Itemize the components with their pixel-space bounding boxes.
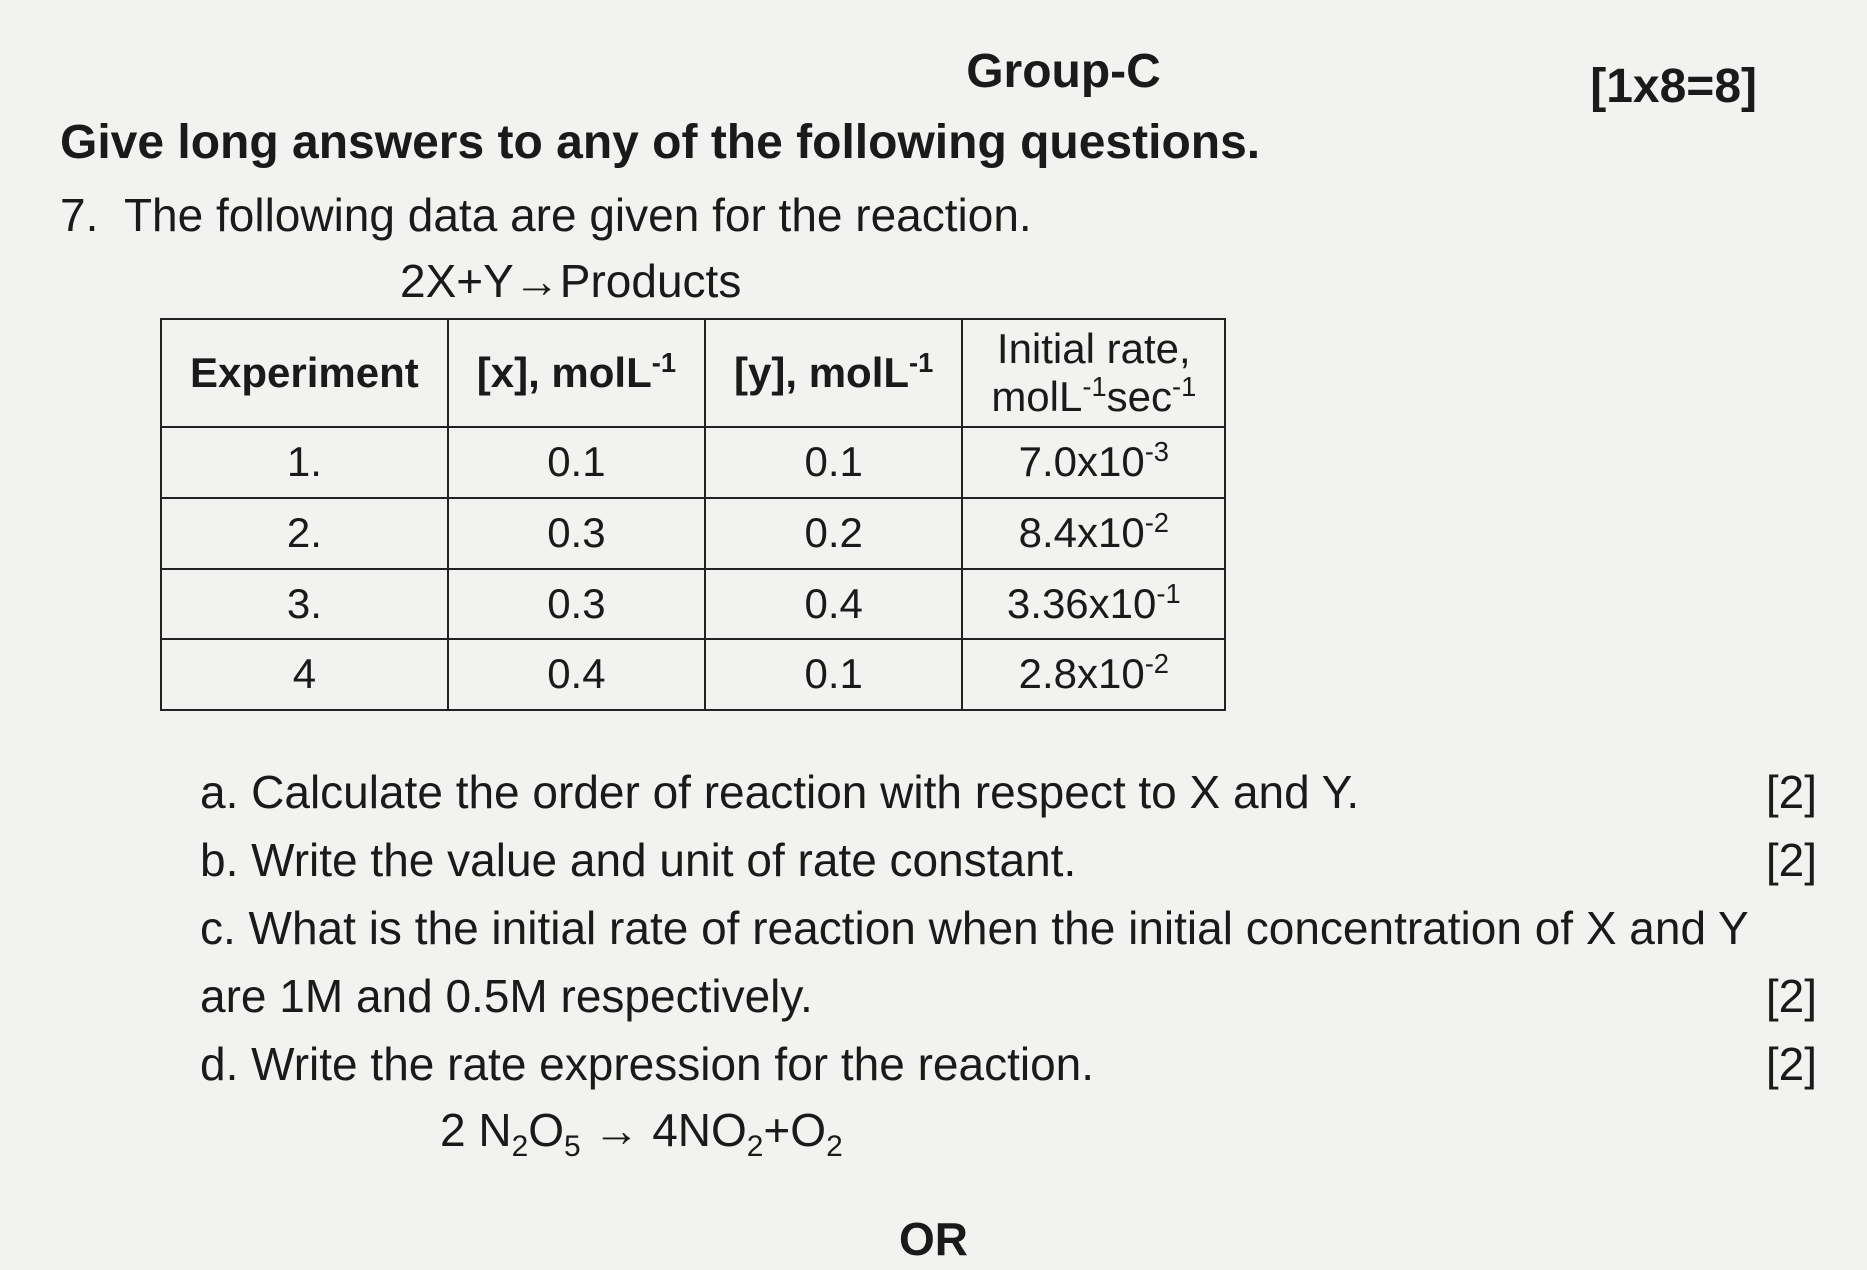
- cell-rate: 2.8x10-2: [962, 639, 1225, 710]
- subq-d-equation: 2 N2O5 → 4NO2+O2: [440, 1099, 1807, 1168]
- cell-y: 0.4: [705, 569, 962, 640]
- cell-y: 0.1: [705, 639, 962, 710]
- col-rate-unit-b: sec: [1107, 373, 1172, 420]
- eq-p1: 2 N: [440, 1104, 512, 1156]
- cell-exp: 4: [161, 639, 448, 710]
- rate-mantissa: 3.36x10: [1007, 580, 1156, 627]
- col-rate: Initial rate, molL-1sec-1: [962, 319, 1225, 427]
- cell-x: 0.1: [448, 427, 705, 498]
- cell-y: 0.1: [705, 427, 962, 498]
- col-x: [x], molL-1: [448, 319, 705, 427]
- rate-mantissa: 2.8x10: [1019, 650, 1145, 697]
- table-row: 1. 0.1 0.1 7.0x10-3: [161, 427, 1225, 498]
- cell-rate: 7.0x10-3: [962, 427, 1225, 498]
- exam-page: Group-C [1x8=8] Give long answers to any…: [0, 0, 1867, 1200]
- eq-p3-sub: 2: [747, 1131, 764, 1164]
- table-row: 3. 0.3 0.4 3.36x10-1: [161, 569, 1225, 640]
- eq-arrow: →: [581, 1104, 653, 1156]
- question-stem: 7. The following data are given for the …: [60, 184, 1807, 246]
- eq-p2-sub: 5: [564, 1131, 581, 1164]
- subq-a: a. Calculate the order of reaction with …: [200, 761, 1807, 823]
- sub-questions: a. Calculate the order of reaction with …: [200, 761, 1807, 1168]
- data-table: Experiment [x], molL-1 [y], molL-1 Initi…: [160, 318, 1226, 711]
- col-y-sup: -1: [909, 347, 933, 378]
- col-y-label: [y], molL: [734, 349, 909, 396]
- cell-y: 0.2: [705, 498, 962, 569]
- question-text: The following data are given for the rea…: [124, 189, 1032, 241]
- eq-p3: 4NO: [652, 1104, 747, 1156]
- rate-mantissa: 8.4x10: [1019, 509, 1145, 556]
- col-rate-unit-b-sup: -1: [1172, 371, 1196, 402]
- rate-exp: -2: [1145, 507, 1169, 538]
- marks-scheme: [1x8=8]: [1590, 55, 1757, 120]
- cell-exp: 1.: [161, 427, 448, 498]
- eq-p4: +O: [763, 1104, 826, 1156]
- section-instruction: Give long answers to any of the followin…: [60, 111, 1807, 176]
- subq-c: c. What is the initial rate of reaction …: [200, 897, 1867, 959]
- subq-b-marks: [2]: [1766, 829, 1817, 891]
- cell-exp: 2.: [161, 498, 448, 569]
- subq-c-text2: are 1M and 0.5M respectively.: [200, 970, 813, 1022]
- or-separator: OR: [60, 1208, 1807, 1270]
- group-title: Group-C: [320, 40, 1807, 105]
- subq-d-marks: [2]: [1766, 1033, 1817, 1095]
- cell-x: 0.4: [448, 639, 705, 710]
- reaction-equation: 2X+Y→Products: [400, 250, 1807, 312]
- subq-a-text: a. Calculate the order of reaction with …: [200, 766, 1359, 818]
- col-rate-unit-a: molL: [991, 373, 1082, 420]
- eq-p1-sub: 2: [512, 1131, 529, 1164]
- rate-mantissa: 7.0x10: [1019, 438, 1145, 485]
- cell-x: 0.3: [448, 498, 705, 569]
- subq-a-marks: [2]: [1766, 761, 1817, 823]
- rate-exp: -3: [1145, 436, 1169, 467]
- table-row: 2. 0.3 0.2 8.4x10-2: [161, 498, 1225, 569]
- eq-p2: O: [528, 1104, 564, 1156]
- cell-exp: 3.: [161, 569, 448, 640]
- subq-b-text: b. Write the value and unit of rate cons…: [200, 834, 1076, 886]
- subq-d: d. Write the rate expression for the rea…: [200, 1033, 1807, 1095]
- rate-exp: -1: [1156, 578, 1180, 609]
- cell-rate: 3.36x10-1: [962, 569, 1225, 640]
- subq-d-text: d. Write the rate expression for the rea…: [200, 1038, 1094, 1090]
- col-y: [y], molL-1: [705, 319, 962, 427]
- col-rate-unit-a-sup: -1: [1082, 371, 1106, 402]
- col-experiment: Experiment: [161, 319, 448, 427]
- col-x-label: [x], molL: [477, 349, 652, 396]
- subq-c-cont: are 1M and 0.5M respectively. [2]: [200, 965, 1807, 1027]
- rate-exp: -2: [1145, 648, 1169, 679]
- question-number: 7.: [60, 189, 98, 241]
- eq-p4-sub: 2: [826, 1131, 843, 1164]
- table-header-row: Experiment [x], molL-1 [y], molL-1 Initi…: [161, 319, 1225, 427]
- cell-x: 0.3: [448, 569, 705, 640]
- subq-c-marks: [2]: [1766, 965, 1817, 1027]
- col-x-sup: -1: [652, 347, 676, 378]
- col-rate-line1: Initial rate,: [997, 325, 1191, 372]
- subq-b: b. Write the value and unit of rate cons…: [200, 829, 1807, 891]
- subq-c-text1: c. What is the initial rate of reaction …: [200, 902, 1749, 954]
- table-row: 4 0.4 0.1 2.8x10-2: [161, 639, 1225, 710]
- cell-rate: 8.4x10-2: [962, 498, 1225, 569]
